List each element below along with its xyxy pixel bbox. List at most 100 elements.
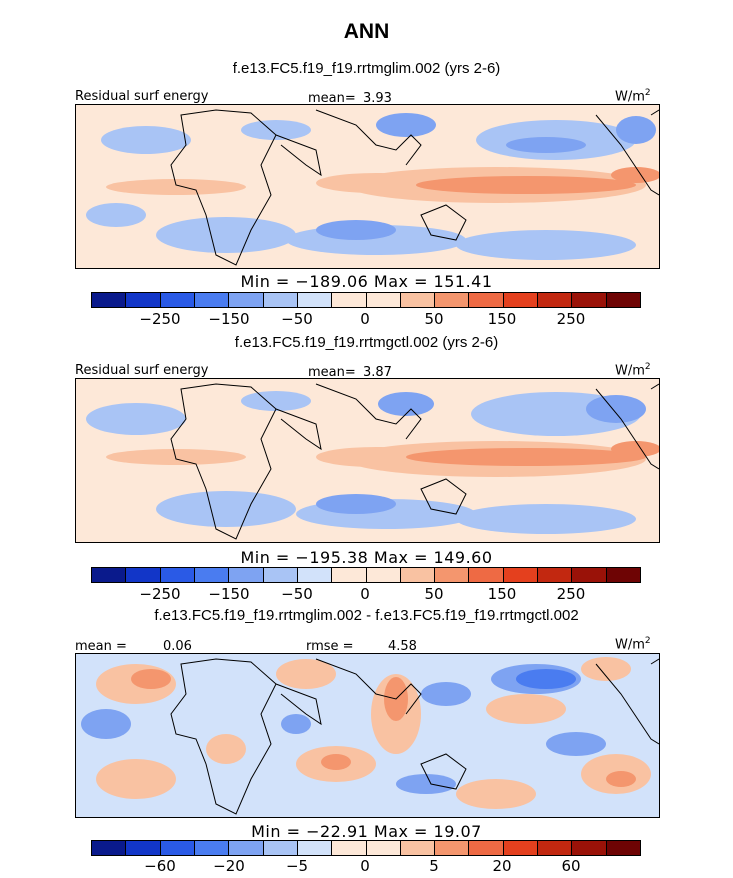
panel2-min-max: Min = −195.38 Max = 149.60 (240, 548, 493, 567)
colorbar-cell (469, 293, 504, 307)
panel2-units: W/m2 (615, 362, 651, 379)
colorbar-cell (400, 293, 436, 307)
panel2-mean-value: 3.87 (363, 365, 392, 380)
panel3-colorbar-tick: −60 (144, 857, 176, 875)
panel3-case-title: f.e13.FC5.f19_f19.rrtmglim.002 - f.e13.F… (154, 607, 579, 624)
colorbar-cell (194, 293, 230, 307)
panel2-colorbar-tick: 150 (487, 585, 517, 603)
colorbar-cell (538, 568, 573, 582)
panel1-colorbar-tick: 0 (360, 310, 370, 328)
colorbar-cell (92, 841, 127, 855)
colorbar-cell (572, 568, 607, 582)
panel2-mean-label: mean= (308, 365, 356, 380)
colorbar-cell (263, 568, 298, 582)
panel3-colorbar (91, 840, 641, 856)
panel3-rmse-value: 4.58 (388, 639, 417, 654)
colorbar-cell (366, 293, 401, 307)
colorbar-cell (572, 841, 607, 855)
colorbar-cell (503, 568, 539, 582)
colorbar-cell (297, 568, 333, 582)
panel3-colorbar-tick: −20 (213, 857, 245, 875)
panel3-units: W/m2 (615, 636, 651, 653)
strong-negative-patches (516, 669, 576, 689)
strong-negative-region (316, 392, 646, 514)
colorbar-cell (366, 841, 401, 855)
figure-title: ANN (343, 20, 390, 43)
colorbar-cell (538, 841, 573, 855)
panel2-colorbar-tick: 0 (360, 585, 370, 603)
panel1-variable-label: Residual surf energy (75, 89, 209, 104)
panel1-units: W/m2 (615, 88, 651, 105)
panel1-colorbar-tick: 50 (424, 310, 444, 328)
panel2-map (75, 378, 660, 543)
colorbar-cell (503, 293, 539, 307)
panel1-case-title: f.e13.FC5.f19_f19.rrtmglim.002 (yrs 2-6) (232, 60, 501, 77)
panel3-min-max: Min = −22.91 Max = 19.07 (251, 822, 482, 841)
colorbar-cell (92, 568, 127, 582)
coastline (170, 658, 659, 815)
panel1-map (75, 104, 660, 269)
colorbar-cell (606, 293, 640, 307)
colorbar-cell (229, 841, 264, 855)
colorbar-cell (400, 841, 436, 855)
panel2-colorbar-tick: 50 (424, 585, 444, 603)
colorbar-cell (469, 568, 504, 582)
panel1-colorbar-tick: 150 (487, 310, 517, 328)
panel1-colorbar-tick: −50 (281, 310, 313, 328)
colorbar-cell (160, 568, 195, 582)
strong-positive-band (406, 441, 659, 466)
colorbar-cell (160, 841, 195, 855)
panel2-colorbar-tick: −50 (281, 585, 313, 603)
coastline (170, 383, 659, 540)
coastline (170, 109, 659, 266)
panel3-colorbar-tick: 0 (360, 857, 370, 875)
colorbar-cell (194, 841, 230, 855)
panel1-colorbar-tick: −150 (208, 310, 250, 328)
panel1-colorbar (91, 292, 641, 308)
panel1-colorbar-tick: 250 (556, 310, 586, 328)
colorbar-cell (332, 841, 367, 855)
panel3-colorbar-tick: −5 (285, 857, 309, 875)
panel1-mean-label: mean= (308, 91, 356, 106)
panel3-colorbar-tick: 60 (561, 857, 581, 875)
panel1-colorbar-tick: −250 (139, 310, 181, 328)
panel3-mean-value: 0.06 (163, 639, 192, 654)
colorbar-cell (160, 293, 195, 307)
colorbar-cell (229, 293, 264, 307)
colorbar-cell (332, 293, 367, 307)
positive-anomaly-patches (96, 657, 651, 809)
panel2-colorbar-tick: 250 (556, 585, 586, 603)
panel2-colorbar-tick: −250 (139, 585, 181, 603)
colorbar-cell (606, 568, 640, 582)
panel2-case-title: f.e13.FC5.f19_f19.rrtmgctl.002 (yrs 2-6) (234, 334, 499, 351)
colorbar-cell (229, 568, 264, 582)
panel2-colorbar (91, 567, 641, 583)
colorbar-cell (126, 841, 161, 855)
colorbar-cell (435, 293, 470, 307)
panel1-mean-value: 3.93 (363, 91, 392, 106)
colorbar-cell (297, 293, 333, 307)
colorbar-cell (435, 568, 470, 582)
panel3-mean-label: mean = (75, 639, 127, 654)
colorbar-cell (435, 841, 470, 855)
colorbar-cell (503, 841, 539, 855)
colorbar-cell (572, 293, 607, 307)
panel3-rmse-label: rmse = (306, 639, 354, 654)
colorbar-cell (92, 293, 127, 307)
colorbar-cell (263, 841, 298, 855)
panel2-colorbar-tick: −150 (208, 585, 250, 603)
colorbar-cell (263, 293, 298, 307)
panel3-colorbar-tick: 20 (492, 857, 512, 875)
panel1-min-max: Min = −189.06 Max = 151.41 (240, 272, 493, 291)
panel3-colorbar-tick: 5 (429, 857, 439, 875)
panel3-map (75, 653, 660, 818)
colorbar-cell (297, 841, 333, 855)
colorbar-cell (366, 568, 401, 582)
colorbar-cell (332, 568, 367, 582)
colorbar-cell (126, 568, 161, 582)
panel2-variable-label: Residual surf energy (75, 363, 209, 378)
colorbar-cell (606, 841, 640, 855)
colorbar-cell (126, 293, 161, 307)
colorbar-cell (400, 568, 436, 582)
colorbar-cell (469, 841, 504, 855)
